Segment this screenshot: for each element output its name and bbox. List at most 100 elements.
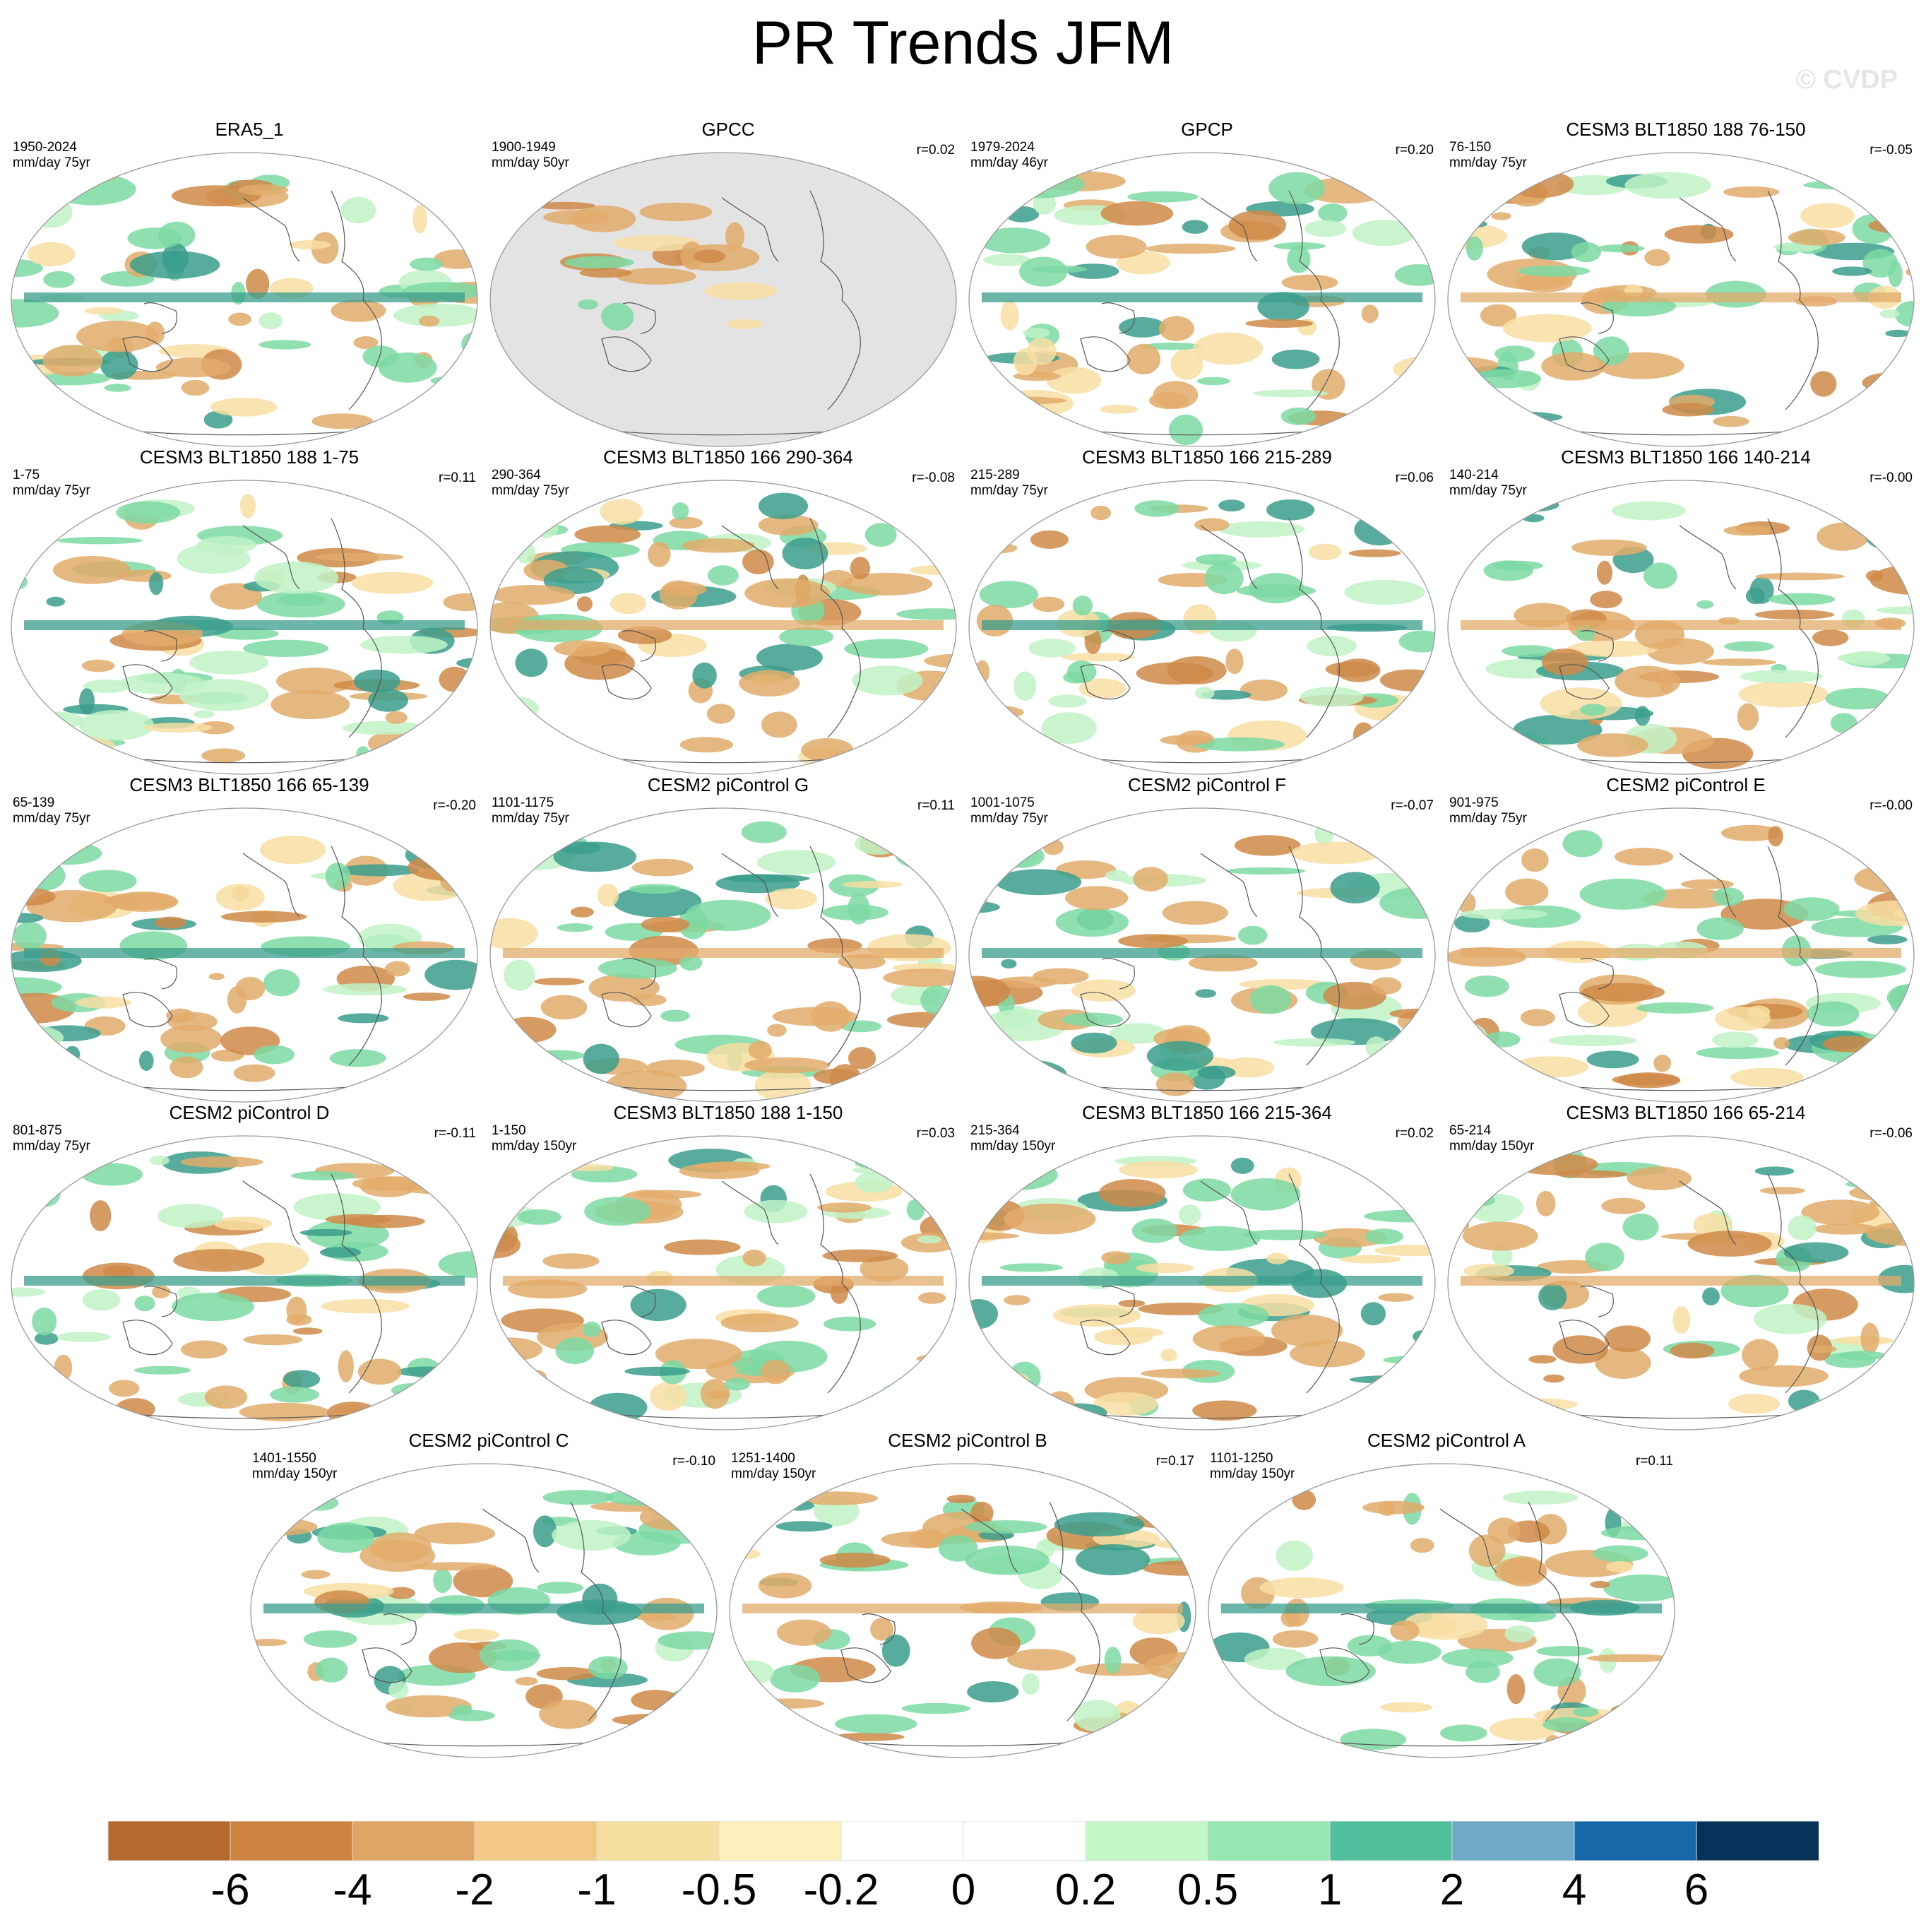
panel-title: CESM3 BLT1850 166 65-214 [1566, 1102, 1806, 1123]
trend-blob [1889, 985, 1914, 1015]
trend-blob [1728, 1394, 1781, 1414]
trend-blob [254, 562, 339, 594]
trend-blob [1841, 1394, 1859, 1418]
trend-blob [197, 721, 234, 735]
trend-blob [1340, 1729, 1407, 1750]
trend-blob [32, 1152, 69, 1185]
trend-blob [1052, 1304, 1141, 1327]
trend-blob [1026, 337, 1057, 365]
trend-blob [598, 958, 678, 979]
trend-blob [1738, 681, 1829, 708]
coastline [242, 197, 300, 262]
map-panel: CESM3 BLT1850 166 140-214 140-214 mm/day 7… [1446, 446, 1925, 775]
trend-blob [1197, 377, 1230, 386]
trend-blob [1140, 1368, 1220, 1379]
trend-blob [756, 644, 823, 671]
trend-blob [1033, 193, 1056, 215]
trend-blob [511, 501, 528, 518]
trend-blob [1580, 704, 1606, 716]
coastline [143, 1286, 177, 1317]
panel-correlation: r=-0.08 [912, 470, 955, 485]
trend-blob [1521, 848, 1549, 872]
trend-blob [1474, 729, 1509, 759]
trend-blob [1179, 1204, 1201, 1226]
trend-blob [34, 1332, 59, 1345]
panel-years: 1-150 [492, 1123, 526, 1138]
trend-blob [1634, 1723, 1675, 1736]
trend-blob [1118, 1300, 1146, 1308]
panel-years: 1-75 [13, 468, 40, 482]
trend-blob [1696, 600, 1714, 609]
coastline [1319, 1647, 1370, 1683]
trend-blob [493, 696, 539, 721]
map-panel: CESM2 piControl D 801-875 mm/day 75yr r=-0.… [10, 1102, 489, 1430]
trend-blob [969, 1036, 977, 1063]
trend-blob [1670, 1342, 1715, 1359]
trend-blob [1358, 1062, 1435, 1077]
trend-blob [338, 864, 419, 877]
trend-blob [1134, 500, 1179, 517]
trend-blob [630, 1288, 686, 1322]
trend-blob [1245, 319, 1314, 328]
trend-blob [770, 1664, 821, 1693]
trend-blob [883, 1382, 952, 1393]
colorbar-tick-label: -4 [333, 1866, 372, 1914]
map-panel: CESM3 BLT1850 188 1-150 1-150 mm/day 150yr… [489, 1102, 968, 1430]
trend-blob [1347, 1635, 1392, 1657]
trend-blob [1883, 384, 1914, 405]
trend-blob [570, 906, 594, 918]
panel-years: 76-150 [1449, 140, 1492, 155]
trend-blob [741, 821, 787, 843]
trend-blob [584, 1197, 651, 1226]
trend-blob [220, 911, 307, 923]
equatorial-band [982, 620, 1422, 630]
trend-blob [758, 1572, 812, 1599]
equatorial-band [1461, 292, 1901, 302]
trend-blob [1672, 1306, 1691, 1334]
trend-blob [81, 1163, 143, 1186]
trend-blob [564, 256, 634, 269]
trend-blob [1251, 1714, 1286, 1742]
trend-blob [419, 315, 440, 327]
trend-blob [357, 1358, 402, 1385]
trend-blob [1644, 249, 1670, 266]
coastline [601, 1320, 652, 1356]
trend-blob [1055, 908, 1129, 937]
trend-blob [1230, 1512, 1264, 1519]
panel-title: CESM3 BLT1850 166 65-139 [129, 774, 369, 795]
trend-blob [559, 841, 601, 854]
trend-blob [664, 1239, 741, 1255]
trend-blob [189, 651, 268, 675]
trend-blob [1611, 501, 1686, 521]
trend-blob [744, 578, 830, 608]
trend-blob [1033, 596, 1065, 612]
map-plot [968, 1135, 1436, 1430]
trend-blob [292, 1327, 323, 1335]
trend-blob [276, 593, 326, 607]
trend-blob [1271, 349, 1320, 369]
panel-units: mm/day 150yr [492, 1139, 577, 1154]
trend-blob [1506, 1674, 1526, 1705]
trend-blob [1365, 1228, 1403, 1245]
coastline [331, 1173, 382, 1394]
trend-blob [1242, 1229, 1328, 1240]
map-outline [968, 152, 1436, 447]
trend-blob [1194, 687, 1215, 700]
map-plot [11, 152, 478, 447]
map-outline [729, 1463, 1196, 1758]
panel-years: 215-289 [970, 468, 1020, 482]
trend-blob [1869, 564, 1914, 595]
trend-blob [1188, 954, 1258, 972]
trend-blob [276, 668, 354, 695]
trend-blob [1882, 745, 1908, 765]
trend-blob [543, 210, 610, 225]
trend-blob [1487, 1517, 1521, 1544]
trend-blob [1271, 1315, 1343, 1347]
panel-title: CESM3 BLT1850 188 1-75 [139, 446, 359, 468]
trend-blob [27, 242, 76, 266]
trend-blob [1226, 867, 1306, 875]
trend-blob [1204, 562, 1244, 595]
trend-blob [417, 1177, 477, 1185]
trend-blob [1721, 824, 1781, 841]
trend-blob [1593, 336, 1629, 365]
